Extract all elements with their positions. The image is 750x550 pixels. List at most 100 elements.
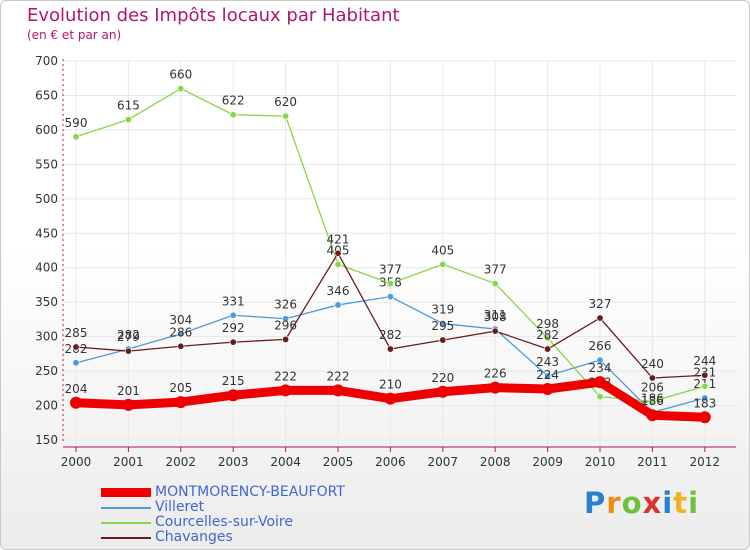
data-label: 377 xyxy=(379,263,402,277)
data-point xyxy=(384,392,397,405)
data-label: 292 xyxy=(222,321,245,335)
data-label: 183 xyxy=(693,396,716,410)
data-label: 244 xyxy=(693,354,716,368)
data-point xyxy=(177,85,185,93)
data-point xyxy=(282,112,290,120)
data-point xyxy=(489,381,502,394)
x-tick-label: 2010 xyxy=(585,455,616,469)
data-point xyxy=(698,411,711,424)
legend-label: Villeret xyxy=(155,499,205,515)
data-point xyxy=(70,396,82,409)
data-point xyxy=(386,345,394,353)
data-label: 590 xyxy=(65,116,88,130)
data-point xyxy=(72,359,80,367)
data-label: 201 xyxy=(117,384,140,398)
data-point xyxy=(701,394,709,402)
x-tick-label: 2008 xyxy=(480,455,511,469)
y-tick-label: 250 xyxy=(35,364,58,378)
proxiti-logo: Proxiti xyxy=(584,486,699,520)
x-tick-label: 2005 xyxy=(323,455,354,469)
x-tick-label: 2007 xyxy=(428,455,459,469)
data-point xyxy=(334,260,342,268)
data-label: 308 xyxy=(484,310,507,324)
data-label: 240 xyxy=(641,357,664,371)
data-label: 282 xyxy=(117,328,140,342)
legend-swatch xyxy=(101,488,151,497)
logo-letter: t xyxy=(673,486,689,520)
data-label: 377 xyxy=(484,263,507,277)
y-tick-label: 450 xyxy=(35,226,58,240)
x-tick-label: 2009 xyxy=(532,455,563,469)
logo-letter: i xyxy=(688,486,700,520)
data-label: 311 xyxy=(484,308,507,322)
data-label: 327 xyxy=(589,297,612,311)
series-chavanges: 285 279 286 292 296 421 282 295 308 282 327 240 244 xyxy=(65,232,716,382)
data-point xyxy=(334,249,342,257)
data-label: 186 xyxy=(641,394,664,408)
x-tick-label: 2011 xyxy=(637,455,668,469)
data-point xyxy=(594,376,606,389)
data-point xyxy=(596,314,604,322)
x-tick-label: 2012 xyxy=(690,455,721,469)
data-label: 282 xyxy=(379,328,402,342)
data-point xyxy=(596,356,604,364)
data-point xyxy=(174,396,187,409)
data-point xyxy=(72,133,80,141)
data-point xyxy=(334,301,342,309)
data-point xyxy=(386,293,394,301)
data-label: 220 xyxy=(431,371,454,385)
data-point xyxy=(386,280,394,288)
y-tick-label: 400 xyxy=(35,261,58,275)
data-point xyxy=(544,334,552,342)
y-tick-label: 500 xyxy=(35,192,58,206)
legend-swatch xyxy=(101,537,151,539)
legend-label: MONTMORENCY-BEAUFORT xyxy=(155,484,345,500)
data-label: 622 xyxy=(222,94,245,108)
data-label: 222 xyxy=(274,369,297,383)
data-label: 279 xyxy=(117,330,140,344)
grid xyxy=(63,60,736,447)
logo-letter: P xyxy=(584,486,607,520)
data-label: 296 xyxy=(274,318,297,332)
data-point xyxy=(439,260,447,268)
data-label: 222 xyxy=(327,369,350,383)
data-point xyxy=(229,338,237,346)
chart-subtitle: (en € et par an) xyxy=(27,28,122,42)
series-montmorency-beaufort: 204 201 205 215 222 222 210 220 226 224 234 186 183 xyxy=(65,361,716,424)
data-label: 210 xyxy=(379,378,402,392)
data-label: 285 xyxy=(65,326,88,340)
data-label: 331 xyxy=(222,294,245,308)
x-tick-label: 2002 xyxy=(166,455,197,469)
data-label: 205 xyxy=(169,381,192,395)
data-point xyxy=(596,393,604,401)
y-tick-label: 550 xyxy=(35,157,58,171)
y-tick-label: 650 xyxy=(35,88,58,102)
data-point xyxy=(229,311,237,319)
data-label: 295 xyxy=(431,319,454,333)
y-tick-label: 200 xyxy=(35,399,58,413)
y-tick-label: 700 xyxy=(35,54,58,68)
legend-label: Courcelles-sur-Voire xyxy=(155,514,293,530)
data-point xyxy=(544,345,552,353)
data-label: 421 xyxy=(327,232,350,246)
legend-swatch xyxy=(101,507,151,509)
data-point xyxy=(701,371,709,379)
chart-title: Evolution des Impôts locaux par Habitant xyxy=(27,5,400,26)
data-label: 206 xyxy=(641,380,664,394)
logo-letter: i xyxy=(662,486,674,520)
data-label: 226 xyxy=(484,367,507,381)
x-tick-label: 2000 xyxy=(61,455,92,469)
data-point xyxy=(122,398,135,411)
legend-swatch xyxy=(101,522,151,524)
data-point xyxy=(229,111,237,119)
data-point xyxy=(648,374,656,382)
data-label: 620 xyxy=(274,95,297,109)
data-label: 243 xyxy=(536,355,559,369)
data-label: 346 xyxy=(327,284,350,298)
y-tick-label: 600 xyxy=(35,123,58,137)
y-tick-label: 150 xyxy=(35,433,58,447)
x-tick-label: 2004 xyxy=(270,455,301,469)
data-point xyxy=(701,382,709,390)
data-point xyxy=(124,347,132,355)
data-label: 224 xyxy=(536,368,559,382)
